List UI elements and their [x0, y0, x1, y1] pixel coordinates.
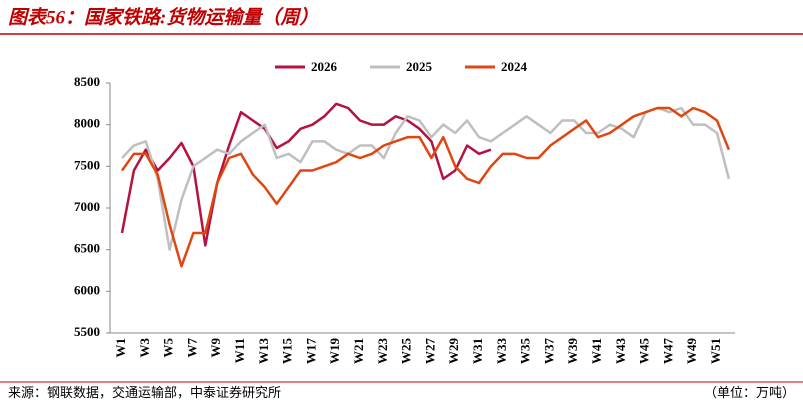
x-tick-label: W29: [446, 338, 461, 365]
y-tick-label: 8500: [74, 74, 100, 89]
x-tick-label: W47: [660, 338, 675, 365]
y-tick-label: 6500: [74, 241, 100, 256]
x-tick-label: W19: [327, 338, 342, 365]
y-tick-label: 7500: [74, 157, 100, 172]
x-tick-label: W9: [208, 338, 223, 358]
x-tick-label: W7: [184, 338, 199, 358]
x-tick-label: W37: [541, 338, 556, 365]
x-tick-label: W33: [494, 338, 509, 365]
x-tick-label: W3: [137, 338, 152, 358]
legend-label: 2025: [406, 59, 433, 74]
x-tick-label: W31: [470, 338, 485, 364]
x-tick-label: W35: [518, 338, 533, 365]
legend-label: 2026: [311, 59, 338, 74]
x-tick-label: W13: [256, 338, 271, 365]
legend-label: 2024: [501, 59, 528, 74]
x-tick-label: W21: [351, 338, 366, 364]
x-tick-label: W23: [375, 338, 390, 365]
unit: （单位：万吨）: [704, 385, 795, 400]
x-tick-label: W1: [113, 338, 128, 358]
y-tick-label: 5500: [74, 324, 100, 339]
x-tick-label: W11: [232, 338, 247, 363]
x-tick-label: W49: [684, 338, 699, 365]
x-tick-label: W45: [637, 338, 652, 365]
x-tick-label: W41: [589, 338, 604, 364]
x-tick-label: W27: [422, 338, 437, 365]
series-line: [120, 106, 731, 268]
x-tick-label: W15: [280, 338, 295, 365]
y-tick-label: 7000: [74, 199, 100, 214]
x-tick-label: W5: [161, 338, 176, 358]
x-tick-label: W39: [565, 338, 580, 365]
series-line: [120, 102, 492, 247]
series-line: [121, 106, 731, 251]
x-tick-label: W25: [399, 338, 414, 365]
x-tick-label: W43: [613, 338, 628, 365]
x-tick-label: W17: [303, 338, 318, 365]
source: 来源：钢联数据，交通运输部，中泰证券研究所: [8, 385, 281, 400]
x-tick-label: W51: [708, 338, 723, 364]
chart-title: 图表56：国家铁路:货物运输量（周）: [8, 6, 318, 28]
y-tick-label: 8000: [74, 116, 100, 131]
y-tick-label: 6000: [74, 282, 100, 297]
